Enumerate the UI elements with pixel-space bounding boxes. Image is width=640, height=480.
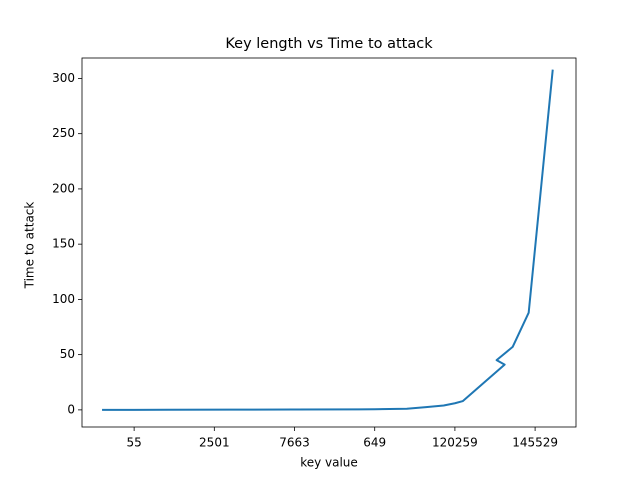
y-tick-label: 100	[52, 292, 75, 306]
chart-title: Key length vs Time to attack	[225, 36, 433, 52]
x-tick-label: 7663	[279, 436, 310, 450]
data-line	[102, 69, 554, 411]
y-tick-label: 300	[52, 71, 75, 85]
x-tick-label: 2501	[199, 436, 230, 450]
x-tick-label: 145529	[512, 436, 558, 450]
x-tick-label: 120259	[432, 436, 478, 450]
y-tick-label: 250	[52, 126, 75, 140]
axes-frame	[81, 57, 577, 428]
y-tick-label: 50	[60, 347, 75, 361]
y-tick-label: 0	[67, 402, 75, 416]
y-tick-label: 200	[52, 181, 75, 195]
x-tick-label: 55	[126, 436, 141, 450]
x-axis-label: key value	[300, 456, 358, 470]
x-tick-label: 649	[363, 436, 386, 450]
y-tick-label: 150	[52, 237, 75, 251]
y-axis-label: Time to attack	[23, 202, 37, 290]
